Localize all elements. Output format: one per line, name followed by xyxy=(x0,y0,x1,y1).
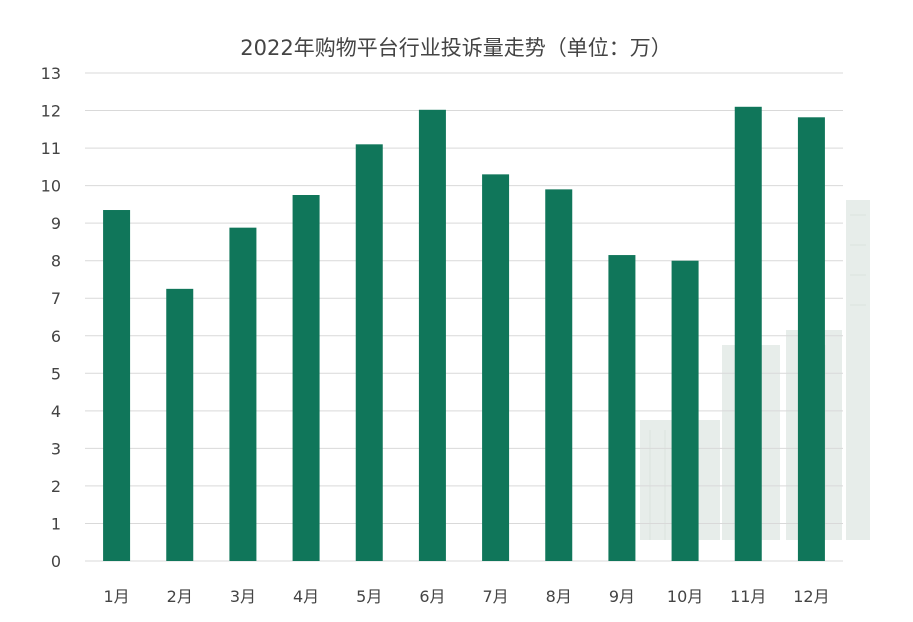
bar-2 xyxy=(166,288,194,561)
y-tick-label: 2 xyxy=(51,477,61,496)
x-category-label: 5月 xyxy=(356,587,382,606)
x-category-label: 8月 xyxy=(546,587,572,606)
y-tick-label: 10 xyxy=(41,177,61,196)
x-category-label: 10月 xyxy=(667,587,703,606)
x-category-label: 12月 xyxy=(793,587,829,606)
y-tick-label: 4 xyxy=(51,402,61,421)
bar-6 xyxy=(418,109,446,561)
y-tick-label: 5 xyxy=(51,364,61,383)
bar-9 xyxy=(608,255,636,562)
x-category-label: 3月 xyxy=(230,587,256,606)
y-tick-label: 1 xyxy=(51,514,61,533)
x-category-label: 1月 xyxy=(103,587,129,606)
x-category-label: 7月 xyxy=(482,587,508,606)
y-tick-label: 8 xyxy=(51,252,61,271)
chart-title: 2022年购物平台行业投诉量走势（单位：万） xyxy=(240,36,671,60)
y-tick-label: 11 xyxy=(41,139,61,158)
x-category-label: 9月 xyxy=(609,587,635,606)
x-category-label: 2月 xyxy=(167,587,193,606)
x-category-label: 6月 xyxy=(419,587,445,606)
x-axis-labels: 1月 2月 3月 4月 5月 6月 7月 8月 9月 10月 11月 12月 xyxy=(103,587,829,606)
y-tick-label: 0 xyxy=(51,552,61,571)
y-tick-label: 9 xyxy=(51,214,61,233)
bar-11 xyxy=(734,106,762,562)
grid-lines xyxy=(85,72,843,562)
x-category-label: 11月 xyxy=(730,587,766,606)
bar-8 xyxy=(545,189,573,561)
bar-7 xyxy=(482,174,510,561)
y-tick-label: 3 xyxy=(51,439,61,458)
y-tick-label: 12 xyxy=(41,102,61,121)
bar-5 xyxy=(355,144,383,562)
bar-4 xyxy=(292,195,320,561)
x-category-label: 4月 xyxy=(293,587,319,606)
bar-12 xyxy=(797,117,825,562)
bar-1 xyxy=(103,210,131,561)
bars xyxy=(103,106,825,562)
y-tick-label: 7 xyxy=(51,289,61,308)
bar-3 xyxy=(229,227,257,562)
y-tick-label: 13 xyxy=(41,64,61,83)
y-tick-label: 6 xyxy=(51,327,61,346)
bar-10 xyxy=(671,260,699,561)
